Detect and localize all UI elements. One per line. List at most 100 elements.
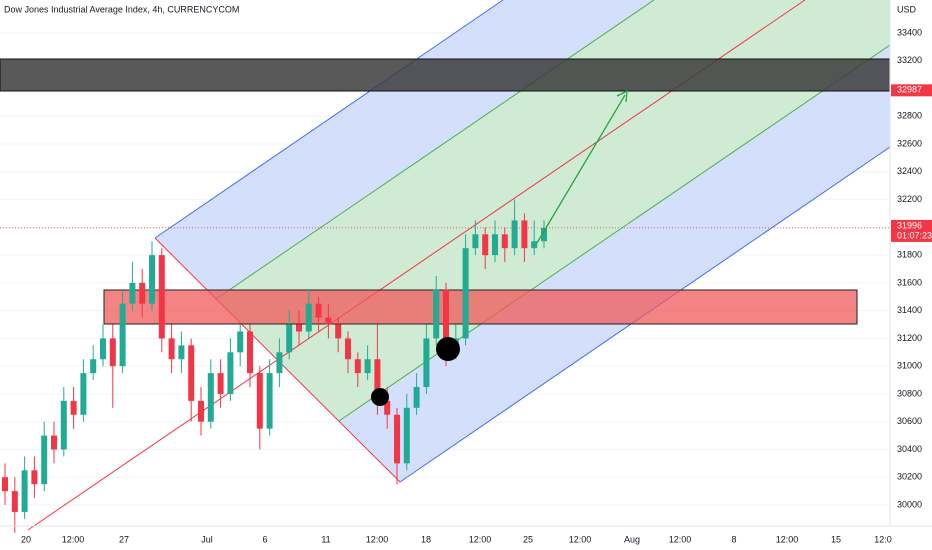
x-tick-label: 20 — [21, 534, 31, 544]
x-tick-label: 15 — [831, 534, 841, 544]
candle-body — [315, 303, 322, 318]
last-price-badge — [891, 219, 932, 242]
candle-body — [443, 289, 449, 353]
candle-body — [511, 220, 518, 249]
candle-body — [374, 359, 381, 401]
candle-body — [256, 373, 263, 429]
candles — [2, 199, 547, 533]
candle-body — [345, 338, 351, 360]
candle-body — [41, 435, 48, 485]
x-tick-label: 11 — [321, 534, 330, 544]
x-tick-label: 8 — [731, 534, 736, 544]
candle-body — [21, 470, 28, 512]
x-tick-label: 27 — [119, 534, 129, 544]
candle-body — [335, 324, 342, 339]
candle-body — [80, 373, 87, 415]
y-tick-label: 30600 — [897, 416, 922, 426]
y-tick-label: 32400 — [897, 166, 922, 176]
candle-body — [198, 400, 204, 422]
x-tick-label: Jul — [201, 534, 213, 544]
y-tick-label: 33400 — [897, 27, 922, 37]
candle-body — [413, 387, 420, 408]
candle-body — [119, 303, 126, 367]
candle-body — [364, 359, 371, 374]
candle-body — [521, 220, 528, 249]
candle-body — [11, 491, 18, 512]
candle-body — [394, 414, 400, 464]
candle-body — [139, 282, 146, 304]
x-tick-label: Aug — [624, 534, 640, 544]
overlay — [371, 89, 628, 406]
candle-body — [266, 373, 273, 429]
candle-body — [482, 234, 489, 256]
candle-body — [305, 303, 312, 332]
chart-title: Dow Jones Industrial Average Index, 4h, … — [4, 4, 239, 14]
marker-price-badge — [891, 84, 932, 97]
candle-body — [51, 435, 57, 450]
candle-body — [149, 255, 155, 304]
x-tick-label: 25 — [523, 534, 533, 544]
arrow-head — [616, 89, 628, 103]
candle-body — [433, 289, 440, 339]
candle-body — [60, 400, 67, 450]
y-tick-label: 30000 — [897, 499, 922, 509]
candle-body — [168, 338, 175, 360]
pitchfork-upper-green — [215, 0, 655, 300]
candle-body — [178, 345, 185, 360]
projection-arrow — [536, 94, 626, 244]
candle-body — [462, 248, 469, 339]
x-tick-label: 12:00 — [469, 534, 492, 544]
y-tick-label: 31600 — [897, 277, 922, 287]
pivot-circle — [436, 337, 460, 361]
candle-body — [501, 234, 508, 249]
pitchfork-upper-line — [154, 0, 504, 239]
countdown-label: 01:07:23 — [897, 230, 932, 240]
candle-body — [70, 400, 77, 415]
pivot-circle — [371, 388, 389, 406]
x-tick-label: 12:00 — [776, 534, 799, 544]
x-tick-label: 12:00 — [569, 534, 592, 544]
candle-body — [2, 477, 8, 492]
candle-body — [247, 331, 253, 374]
resistance-zone — [0, 58, 891, 92]
candle-body — [188, 345, 195, 401]
candle-body — [423, 338, 430, 387]
candle-body — [217, 373, 224, 394]
candle-body — [31, 470, 38, 485]
pitchfork-lower-green — [338, 44, 891, 422]
x-tick-label: 12:00 — [62, 534, 85, 544]
y-tick-label: 32200 — [897, 194, 922, 204]
y-tick-label: 33200 — [897, 55, 922, 65]
candle-body — [227, 352, 234, 394]
y-tick-label: 31800 — [897, 249, 922, 259]
candle-body — [276, 352, 283, 374]
x-tick-label: 6 — [262, 534, 267, 544]
candle-body — [403, 407, 410, 464]
candle-body — [492, 234, 498, 256]
candle-body — [286, 324, 293, 353]
candle-body — [100, 338, 106, 360]
y-tick-label: 32600 — [897, 138, 922, 148]
candle-body — [384, 400, 391, 415]
support-zone — [103, 289, 858, 325]
x-tick-label: 18 — [421, 534, 431, 544]
candle-body — [531, 241, 538, 249]
candle-body — [325, 317, 332, 325]
candle-body — [354, 359, 361, 374]
candle-body — [158, 255, 165, 339]
y-tick-label: 30400 — [897, 444, 922, 454]
y-tick-label: 31200 — [897, 333, 922, 343]
last-price-label: 31996 — [897, 220, 922, 230]
y-tick-label: 31400 — [897, 305, 922, 315]
candle-body — [207, 373, 214, 422]
candle-body — [109, 338, 116, 367]
y-tick-label: 30800 — [897, 388, 922, 398]
currency-label: USD — [897, 4, 917, 14]
marker-price-label: 32987 — [897, 85, 922, 95]
x-tick-label: 12:00 — [669, 534, 692, 544]
y-tick-label: 32800 — [897, 111, 922, 121]
candle-body — [541, 227, 547, 242]
y-tick-label: 31000 — [897, 361, 922, 371]
x-tick-label: 12:00 — [366, 534, 389, 544]
